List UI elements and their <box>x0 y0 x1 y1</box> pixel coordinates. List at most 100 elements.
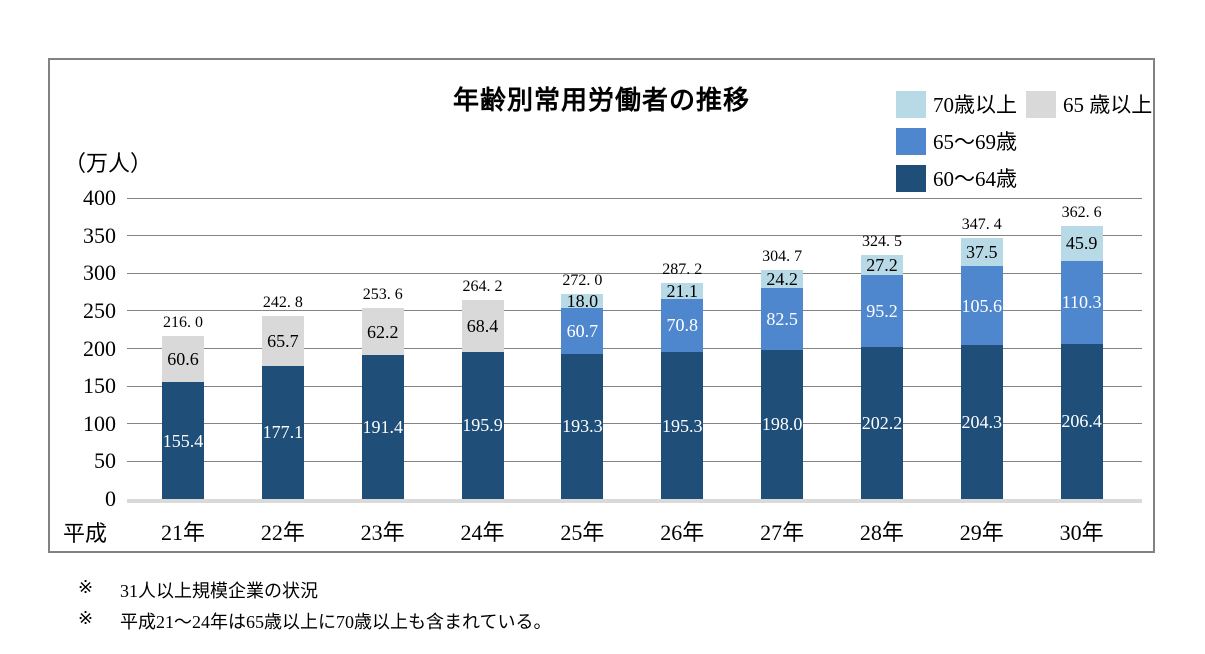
gridline <box>127 423 1142 425</box>
bar-segment: 24.2 <box>761 269 804 288</box>
bar-total-label: 216. 0 <box>163 314 203 332</box>
bar-segment: 60.7 <box>561 307 604 354</box>
legend-item: 65 歳以上 <box>1026 89 1152 119</box>
bar-segment-value-label: 191.4 <box>362 416 403 437</box>
bar-segment: 62.2 <box>361 308 404 355</box>
footnote: ※ 31人以上規模企業の状況 <box>78 577 551 603</box>
bar-segment: 177.1 <box>261 365 304 499</box>
legend-row: 60〜64歳 <box>896 164 1161 192</box>
bar-segment: 18.0 <box>561 291 604 312</box>
y-tick-label: 200 <box>83 335 116 361</box>
x-axis-label: 27年 <box>760 520 805 545</box>
legend-swatch <box>1026 90 1056 118</box>
legend-swatch <box>896 164 926 192</box>
legend-item: 70歳以上 <box>896 89 1017 119</box>
y-axis-unit-label: （万人） <box>64 151 153 176</box>
bar-segment: 45.9 <box>1060 226 1103 261</box>
bar-segment-value-label: 37.5 <box>966 241 998 262</box>
bar-segment: 21.1 <box>661 282 704 300</box>
bar-segment: 193.3 <box>561 353 604 499</box>
footnote: ※ 平成21〜24年は65歳以上に70歳以上も含まれている。 <box>78 608 551 634</box>
bar-segment: 82.5 <box>761 287 804 350</box>
bar-total-label: 347. 4 <box>961 215 1002 233</box>
bar-segment: 110.3 <box>1060 260 1103 344</box>
bar-segment: 204.3 <box>960 345 1003 499</box>
bar-segment-value-label: 95.2 <box>866 301 898 322</box>
bar-total-label: 272. 0 <box>562 272 603 290</box>
bar-segment-value-label: 202.2 <box>861 412 903 433</box>
bar-segment: 27.2 <box>860 254 903 276</box>
bar-segment-value-label: 177.1 <box>262 422 304 443</box>
bar-segment-value-label: 18.0 <box>566 291 599 312</box>
y-tick-label: 350 <box>83 222 116 248</box>
bar-total-label: 264. 2 <box>462 278 503 296</box>
x-axis-label: 21年 <box>160 520 206 545</box>
legend-label: 65 歳以上 <box>1063 93 1153 117</box>
bar-segment-value-label: 110.3 <box>1061 292 1102 313</box>
bar-segment-value-label: 195.9 <box>462 415 503 436</box>
legend-swatch <box>896 90 926 118</box>
bar-total-label: 287. 2 <box>662 260 703 278</box>
gridline <box>127 310 1142 312</box>
bar-total-label: 242. 8 <box>262 294 303 312</box>
legend-row: 70歳以上 65 歳以上 <box>896 90 1161 118</box>
bar-segment-value-label: 195.3 <box>662 415 703 436</box>
bar-segment: 60.6 <box>162 336 204 383</box>
bar-segment-value-label: 45.9 <box>1065 233 1098 254</box>
bar-segment-value-label: 193.3 <box>562 416 603 437</box>
chart-title: 年齢別常用労働者の推移 <box>452 85 750 115</box>
bar-segment-value-label: 60.6 <box>167 349 199 370</box>
footnotes: ※ 31人以上規模企業の状況 ※ 平成21〜24年は65歳以上に70歳以上も含まれてい… <box>78 577 551 639</box>
plot-area: 0 50 100 150 200 250 300 350 400 155.4 60.6 216. 0 2… <box>50 60 1153 551</box>
bar-segment-value-label: 27.2 <box>866 254 898 275</box>
footnote-marker: ※ <box>78 577 94 597</box>
chart-legend: 70歳以上 65 歳以上 65〜69歳 60〜64歳 <box>896 90 1161 201</box>
x-axis-label: 22年 <box>260 520 305 545</box>
bar-segment-value-label: 70.8 <box>666 315 699 336</box>
legend-label: 65〜69歳 <box>933 130 1017 154</box>
bar-segment-value-label: 60.7 <box>566 320 599 341</box>
bar-segment-value-label: 82.5 <box>766 308 798 329</box>
bar-segment-value-label: 105.6 <box>961 295 1003 316</box>
bar-segment-value-label: 65.7 <box>267 331 299 351</box>
bar-total-label: 324. 5 <box>861 232 902 250</box>
bar-total-label: 304. 7 <box>762 247 803 265</box>
y-tick-label: 100 <box>83 410 116 436</box>
bar-segment: 37.5 <box>960 237 1003 266</box>
bar-segment-value-label: 68.4 <box>466 315 499 336</box>
bar-segment: 155.4 <box>162 382 204 499</box>
bar-segment-value-label: 206.4 <box>1061 411 1102 432</box>
bar-segment: 70.8 <box>661 298 704 353</box>
gridline <box>127 197 1142 199</box>
x-axis-label: 28年 <box>859 520 904 545</box>
chart-panel: 年齢別常用労働者の推移 （万人） 0 50 100 150 200 250 300 350 40… <box>48 58 1155 553</box>
legend-item: 65〜69歳 <box>896 126 1017 156</box>
footnote-text: 平成21〜24年は65歳以上に70歳以上も含まれている。 <box>120 612 552 632</box>
legend-item: 60〜64歳 <box>896 163 1017 193</box>
legend-row: 65〜69歳 <box>896 127 1161 155</box>
y-tick-label: 250 <box>83 297 116 323</box>
bar-segment: 68.4 <box>461 300 504 352</box>
x-axis-label: 26年 <box>660 520 705 545</box>
bar-segment: 95.2 <box>860 275 903 347</box>
bar-segment-value-label: 155.4 <box>162 430 204 451</box>
y-tick-label: 50 <box>94 448 116 474</box>
x-axis-label: 24年 <box>460 520 505 545</box>
bar-segment-value-label: 198.0 <box>761 414 803 435</box>
bar-total-label: 253. 6 <box>362 286 403 304</box>
bar-segment: 65.7 <box>261 316 304 366</box>
x-axis-line <box>127 499 1142 503</box>
bar-segment: 191.4 <box>361 354 404 499</box>
x-axis-label: 29年 <box>959 520 1004 545</box>
gridline <box>127 460 1142 462</box>
legend-label: 60〜64歳 <box>933 167 1017 191</box>
x-axis-label: 30年 <box>1059 520 1104 545</box>
bar-segment: 105.6 <box>960 265 1003 346</box>
x-axis-label: 23年 <box>360 520 405 545</box>
y-tick-label: 150 <box>83 373 116 399</box>
footnote-text: 31人以上規模企業の状況 <box>120 581 318 601</box>
gridline <box>127 235 1142 237</box>
bar-segment-value-label: 62.2 <box>366 321 399 342</box>
bar-segment-value-label: 204.3 <box>961 412 1003 433</box>
